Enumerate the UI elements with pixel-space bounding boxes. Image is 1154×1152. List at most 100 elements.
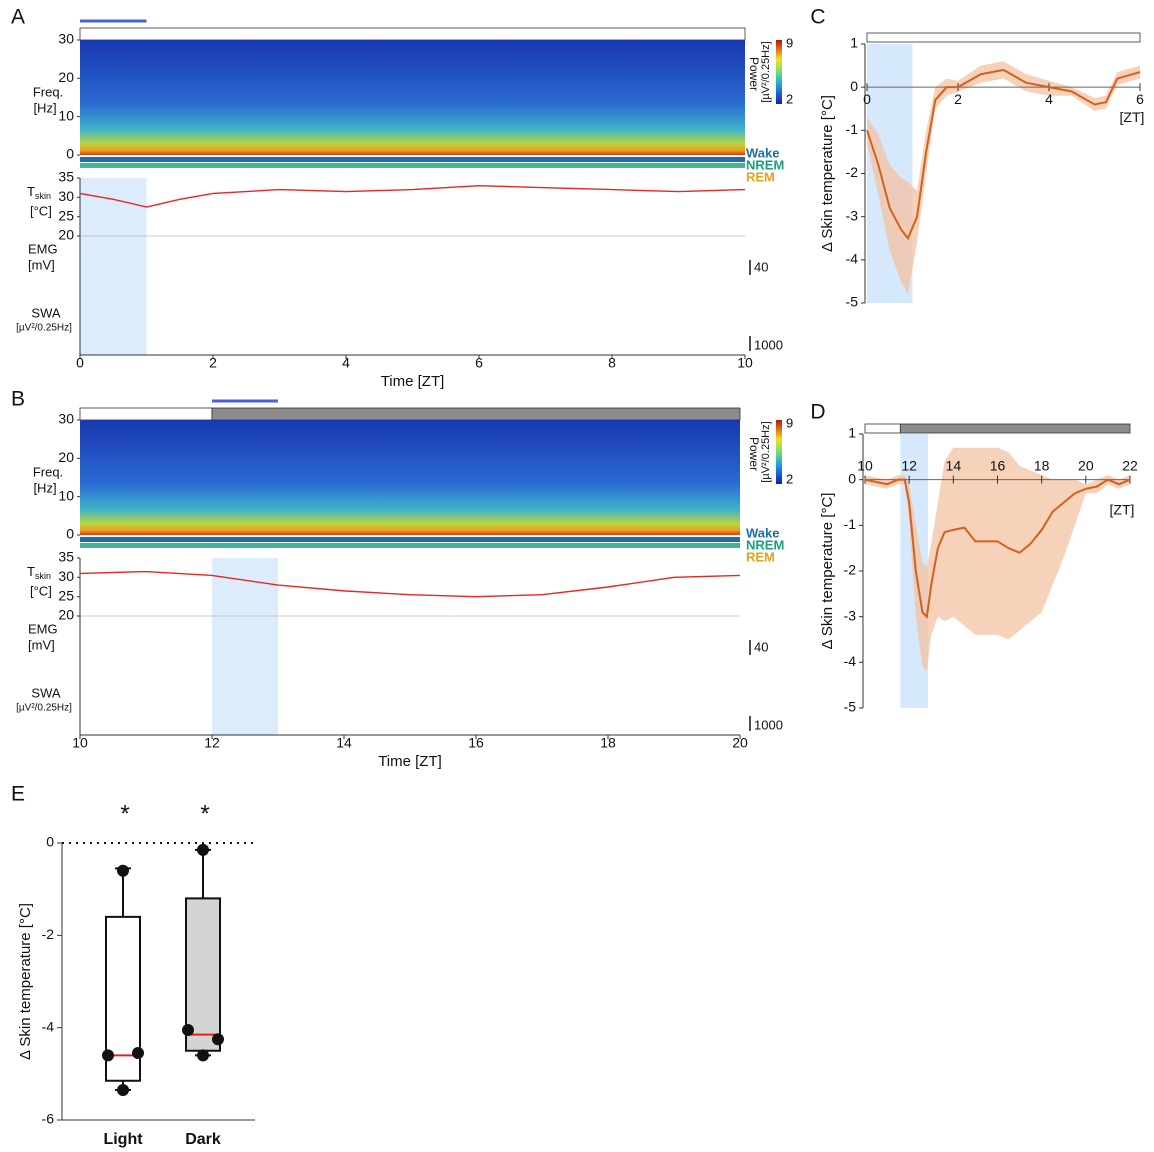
hypnogram (80, 163, 745, 168)
y-axis-title: Δ Skin temperature [°C] (17, 903, 34, 1060)
x-tick-label: 16 (990, 457, 1006, 473)
x-tick-label: 10 (857, 457, 873, 473)
tskin-unit: [°C] (30, 583, 52, 598)
tskin-line (79, 185, 746, 208)
x-tick-label: 10 (72, 735, 88, 751)
tskin-label-main: T (27, 184, 35, 199)
y-tick-label: -1 (846, 121, 859, 137)
x-tick-label: 6 (475, 355, 483, 371)
emg-label: EMG (28, 241, 58, 256)
freq-unit: [Hz] (33, 100, 56, 115)
state-label: NREM (746, 157, 784, 172)
y-tick-label: -4 (846, 251, 859, 267)
x-tick-label: 18 (1034, 457, 1050, 473)
swa-unit: [µV²/0.25Hz] (16, 323, 72, 334)
colorbar-tick-label: 2 (786, 91, 793, 106)
light-dark-bar (866, 32, 1141, 43)
swa-unit: [µV²/0.25Hz] (16, 703, 72, 714)
x-tick-label: 10 (737, 355, 753, 371)
y-tick-label: -3 (846, 207, 859, 223)
swa-label: SWA (31, 305, 60, 320)
emg-scale-label: 40 (754, 259, 768, 274)
colorbar (776, 40, 782, 104)
swa-scale-label: 1000 (754, 337, 783, 352)
light-dark-bar (79, 407, 213, 421)
y-tick-label: 0 (850, 78, 858, 94)
tskin-tick-label: 30 (58, 188, 74, 204)
y-tick-label: -5 (844, 699, 857, 715)
state-label: Wake (746, 145, 779, 160)
data-point (117, 1083, 129, 1096)
power-unit: [µV²/0.25Hz] (760, 41, 772, 102)
y-axis-title: Δ Skin temperature [°C] (819, 493, 836, 650)
freq-label: Freq. (33, 464, 63, 479)
swa-scale-label: 1000 (754, 717, 783, 732)
tskin-tick-label: 35 (58, 169, 74, 185)
mean-line (866, 68, 1141, 241)
y-tick-label: -2 (844, 562, 857, 578)
stim-shade (212, 558, 278, 735)
tskin-tick-label: 20 (58, 227, 74, 243)
state-label: REM (746, 549, 775, 564)
x-tick-label: 18 (600, 735, 616, 751)
x-tick-label: 16 (468, 735, 484, 751)
tskin-label-sub: skin (35, 191, 51, 201)
y-tick-label: 1 (850, 35, 858, 51)
x-tick-label: 2 (954, 91, 962, 107)
mean-line (864, 478, 1131, 619)
power-label: Power (747, 437, 761, 471)
panel-letter: A (11, 6, 25, 29)
tskin-tick-label: 25 (58, 207, 74, 223)
data-point (212, 1033, 224, 1046)
emg-label: EMG (28, 621, 58, 636)
swa-label: SWA (31, 685, 60, 700)
hypnogram (80, 543, 740, 548)
y-tick-label: -2 (846, 164, 859, 180)
power-label: Power (747, 57, 761, 91)
emg-unit: [mV] (28, 637, 55, 652)
tskin-label-sub: skin (35, 571, 51, 581)
x-tick-label: 8 (608, 355, 616, 371)
freq-tick-label: 20 (58, 449, 74, 465)
x-tick-label: 22 (1122, 457, 1138, 473)
category-label: Dark (185, 1131, 221, 1148)
y-tick-label: -3 (844, 607, 857, 623)
colorbar (776, 420, 782, 484)
significance: * (200, 800, 209, 827)
emg-unit: [mV] (28, 257, 55, 272)
data-point (197, 843, 209, 856)
x-tick-label: 14 (336, 735, 352, 751)
significance: * (120, 800, 129, 827)
data-point (182, 1023, 194, 1036)
freq-tick-label: 0 (66, 146, 74, 162)
x-axis-title: Time [ZT] (378, 753, 442, 770)
x-tick-label: 14 (946, 457, 962, 473)
x-axis-title: Time [ZT] (381, 373, 445, 390)
light-dark-bar (864, 423, 901, 434)
y-tick-label: 0 (848, 470, 856, 486)
colorbar-tick-label: 9 (786, 415, 793, 430)
y-tick-label: 0 (46, 834, 54, 850)
category-label: Light (103, 1131, 143, 1148)
tskin-tick-label: 20 (58, 607, 74, 623)
x-tick-label: 12 (901, 457, 917, 473)
panel-letter: B (11, 388, 25, 411)
data-point (132, 1047, 144, 1060)
spectrogram (80, 420, 740, 535)
freq-tick-label: 20 (58, 69, 74, 85)
y-tick-label: 1 (848, 425, 856, 441)
tskin-tick-label: 35 (58, 549, 74, 565)
data-point (102, 1049, 114, 1062)
state-label: REM (746, 169, 775, 184)
panel-letter: C (810, 6, 825, 29)
panel-letter: D (810, 401, 825, 424)
light-dark-bar (79, 27, 746, 41)
freq-tick-label: 30 (58, 411, 74, 427)
x-tick-label: 4 (342, 355, 350, 371)
data-point (197, 1049, 209, 1062)
x-unit: [ZT] (1120, 109, 1145, 125)
y-axis-title: Δ Skin temperature [°C] (819, 95, 836, 252)
tskin-label: Tskin (27, 184, 51, 201)
hypnogram (80, 537, 740, 542)
x-tick-label: 2 (209, 355, 217, 371)
